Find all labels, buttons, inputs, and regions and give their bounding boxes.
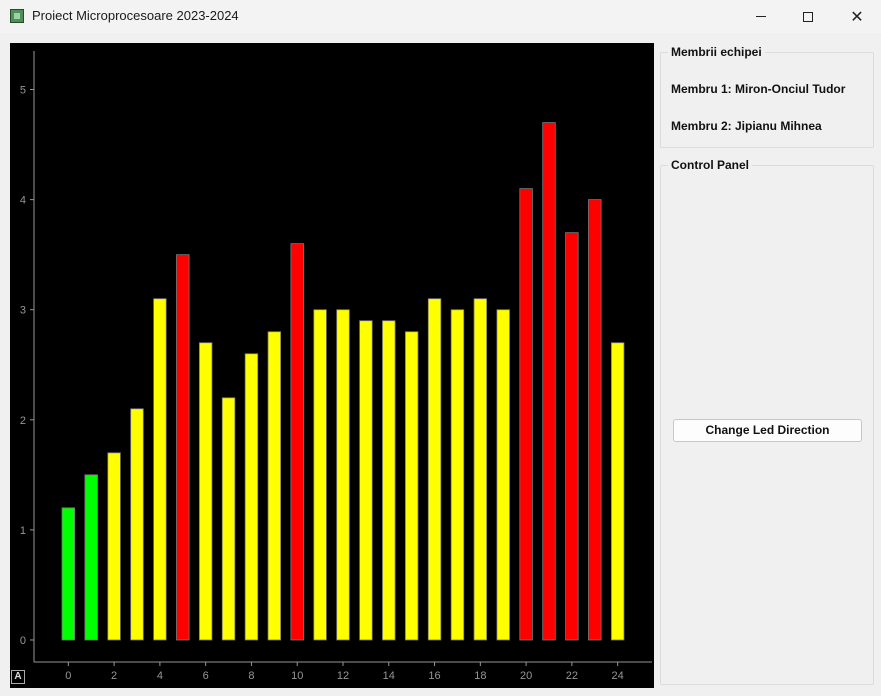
y-tick-label: 1 [20, 525, 26, 537]
y-tick-label: 5 [20, 85, 26, 97]
bar [61, 507, 76, 641]
autoscale-button[interactable]: A [11, 670, 25, 684]
x-tick-label: 2 [111, 670, 117, 682]
bar [450, 309, 465, 641]
x-tick-label: 20 [520, 670, 532, 682]
bar [290, 243, 304, 641]
bar [336, 309, 350, 641]
y-tick-label: 4 [20, 195, 26, 207]
maximize-button[interactable] [785, 0, 831, 33]
x-tick-label: 4 [157, 670, 163, 682]
member-1-label: Membru 1: Miron-Onciul Tudor [671, 82, 846, 96]
bar [107, 452, 121, 641]
bar [542, 122, 556, 641]
x-tick-label: 24 [612, 670, 624, 682]
bar [198, 342, 213, 641]
x-tick-label: 6 [203, 670, 209, 682]
close-icon: ✕ [850, 6, 864, 26]
app-icon [10, 9, 24, 23]
bar [496, 309, 510, 641]
bar [473, 298, 488, 641]
bar [153, 298, 167, 641]
y-tick-label: 3 [20, 305, 26, 317]
window-title: Proiect Microprocesoare 2023-2024 [32, 8, 239, 23]
control-panel-group: Control Panel Change Led Direction [660, 158, 874, 685]
bar [267, 331, 282, 641]
y-tick-label: 2 [20, 415, 26, 427]
x-tick-label: 14 [383, 670, 395, 682]
change-led-direction-button[interactable]: Change Led Direction [673, 419, 862, 442]
close-button[interactable]: ✕ [834, 0, 880, 33]
maximize-icon [803, 11, 813, 22]
x-tick-label: 10 [291, 670, 303, 682]
member-2-label: Membru 2: Jipianu Mihnea [671, 119, 822, 133]
bar [176, 254, 190, 641]
x-tick-label: 22 [566, 670, 578, 682]
title-bar: Proiect Microprocesoare 2023-2024 ✕ [0, 0, 881, 33]
bar [519, 188, 533, 641]
bar [359, 320, 373, 641]
bar [130, 408, 144, 641]
bar [313, 309, 327, 641]
x-tick-label: 12 [337, 670, 349, 682]
minimize-icon [756, 16, 766, 17]
bar [404, 331, 419, 641]
minimize-button[interactable] [738, 0, 784, 33]
bar [427, 298, 442, 641]
x-tick-label: 18 [474, 670, 486, 682]
x-tick-label: 16 [428, 670, 440, 682]
bar [244, 353, 259, 641]
bar-chart-plot[interactable]: 0 1 2 3 4 5 0 2 4 6 8 10 12 14 16 18 20 22 24 [10, 43, 654, 688]
y-tick-label: 0 [20, 635, 26, 647]
bar [565, 232, 579, 641]
x-tick-label: 0 [65, 670, 71, 682]
bar [610, 342, 625, 641]
members-group: Membrii echipei Membru 1: Miron-Onciul T… [660, 45, 874, 148]
bar [84, 474, 98, 641]
members-group-title: Membrii echipei [668, 45, 765, 59]
control-panel-title: Control Panel [668, 158, 753, 172]
x-tick-label: 8 [248, 670, 254, 682]
bar [382, 320, 396, 641]
bar [221, 397, 236, 641]
bar [588, 199, 602, 641]
